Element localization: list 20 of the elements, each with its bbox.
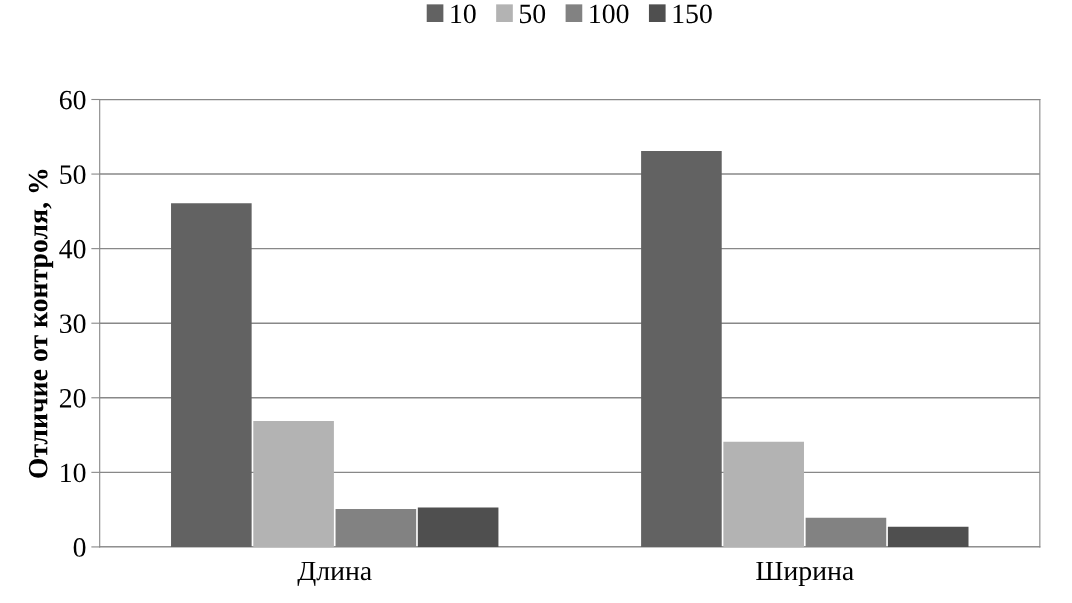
legend-label: 100: [590, 4, 629, 24]
bar: [171, 203, 252, 547]
y-tick-label: 20: [59, 388, 86, 408]
bar: [887, 526, 969, 547]
y-tick-label: 50: [60, 165, 86, 184]
legend-label: 10: [451, 4, 476, 24]
bar: [641, 150, 722, 547]
legend-label: 150: [673, 4, 712, 24]
y-tick-label: 0: [73, 538, 86, 557]
x-tick-label: Ширина: [756, 561, 854, 586]
legend-label: 50: [519, 4, 546, 24]
bar: [253, 420, 334, 547]
x-tick-label: Длина: [297, 561, 372, 586]
y-tick-label: 40: [59, 239, 86, 259]
y-axis-title: Отличие от контроля, %: [28, 169, 54, 478]
bar: [417, 507, 499, 547]
bar: [723, 441, 804, 547]
y-tick-label: 10: [61, 463, 86, 483]
y-tick-label: 30: [60, 314, 86, 334]
y-tick-label: 60: [59, 90, 86, 110]
